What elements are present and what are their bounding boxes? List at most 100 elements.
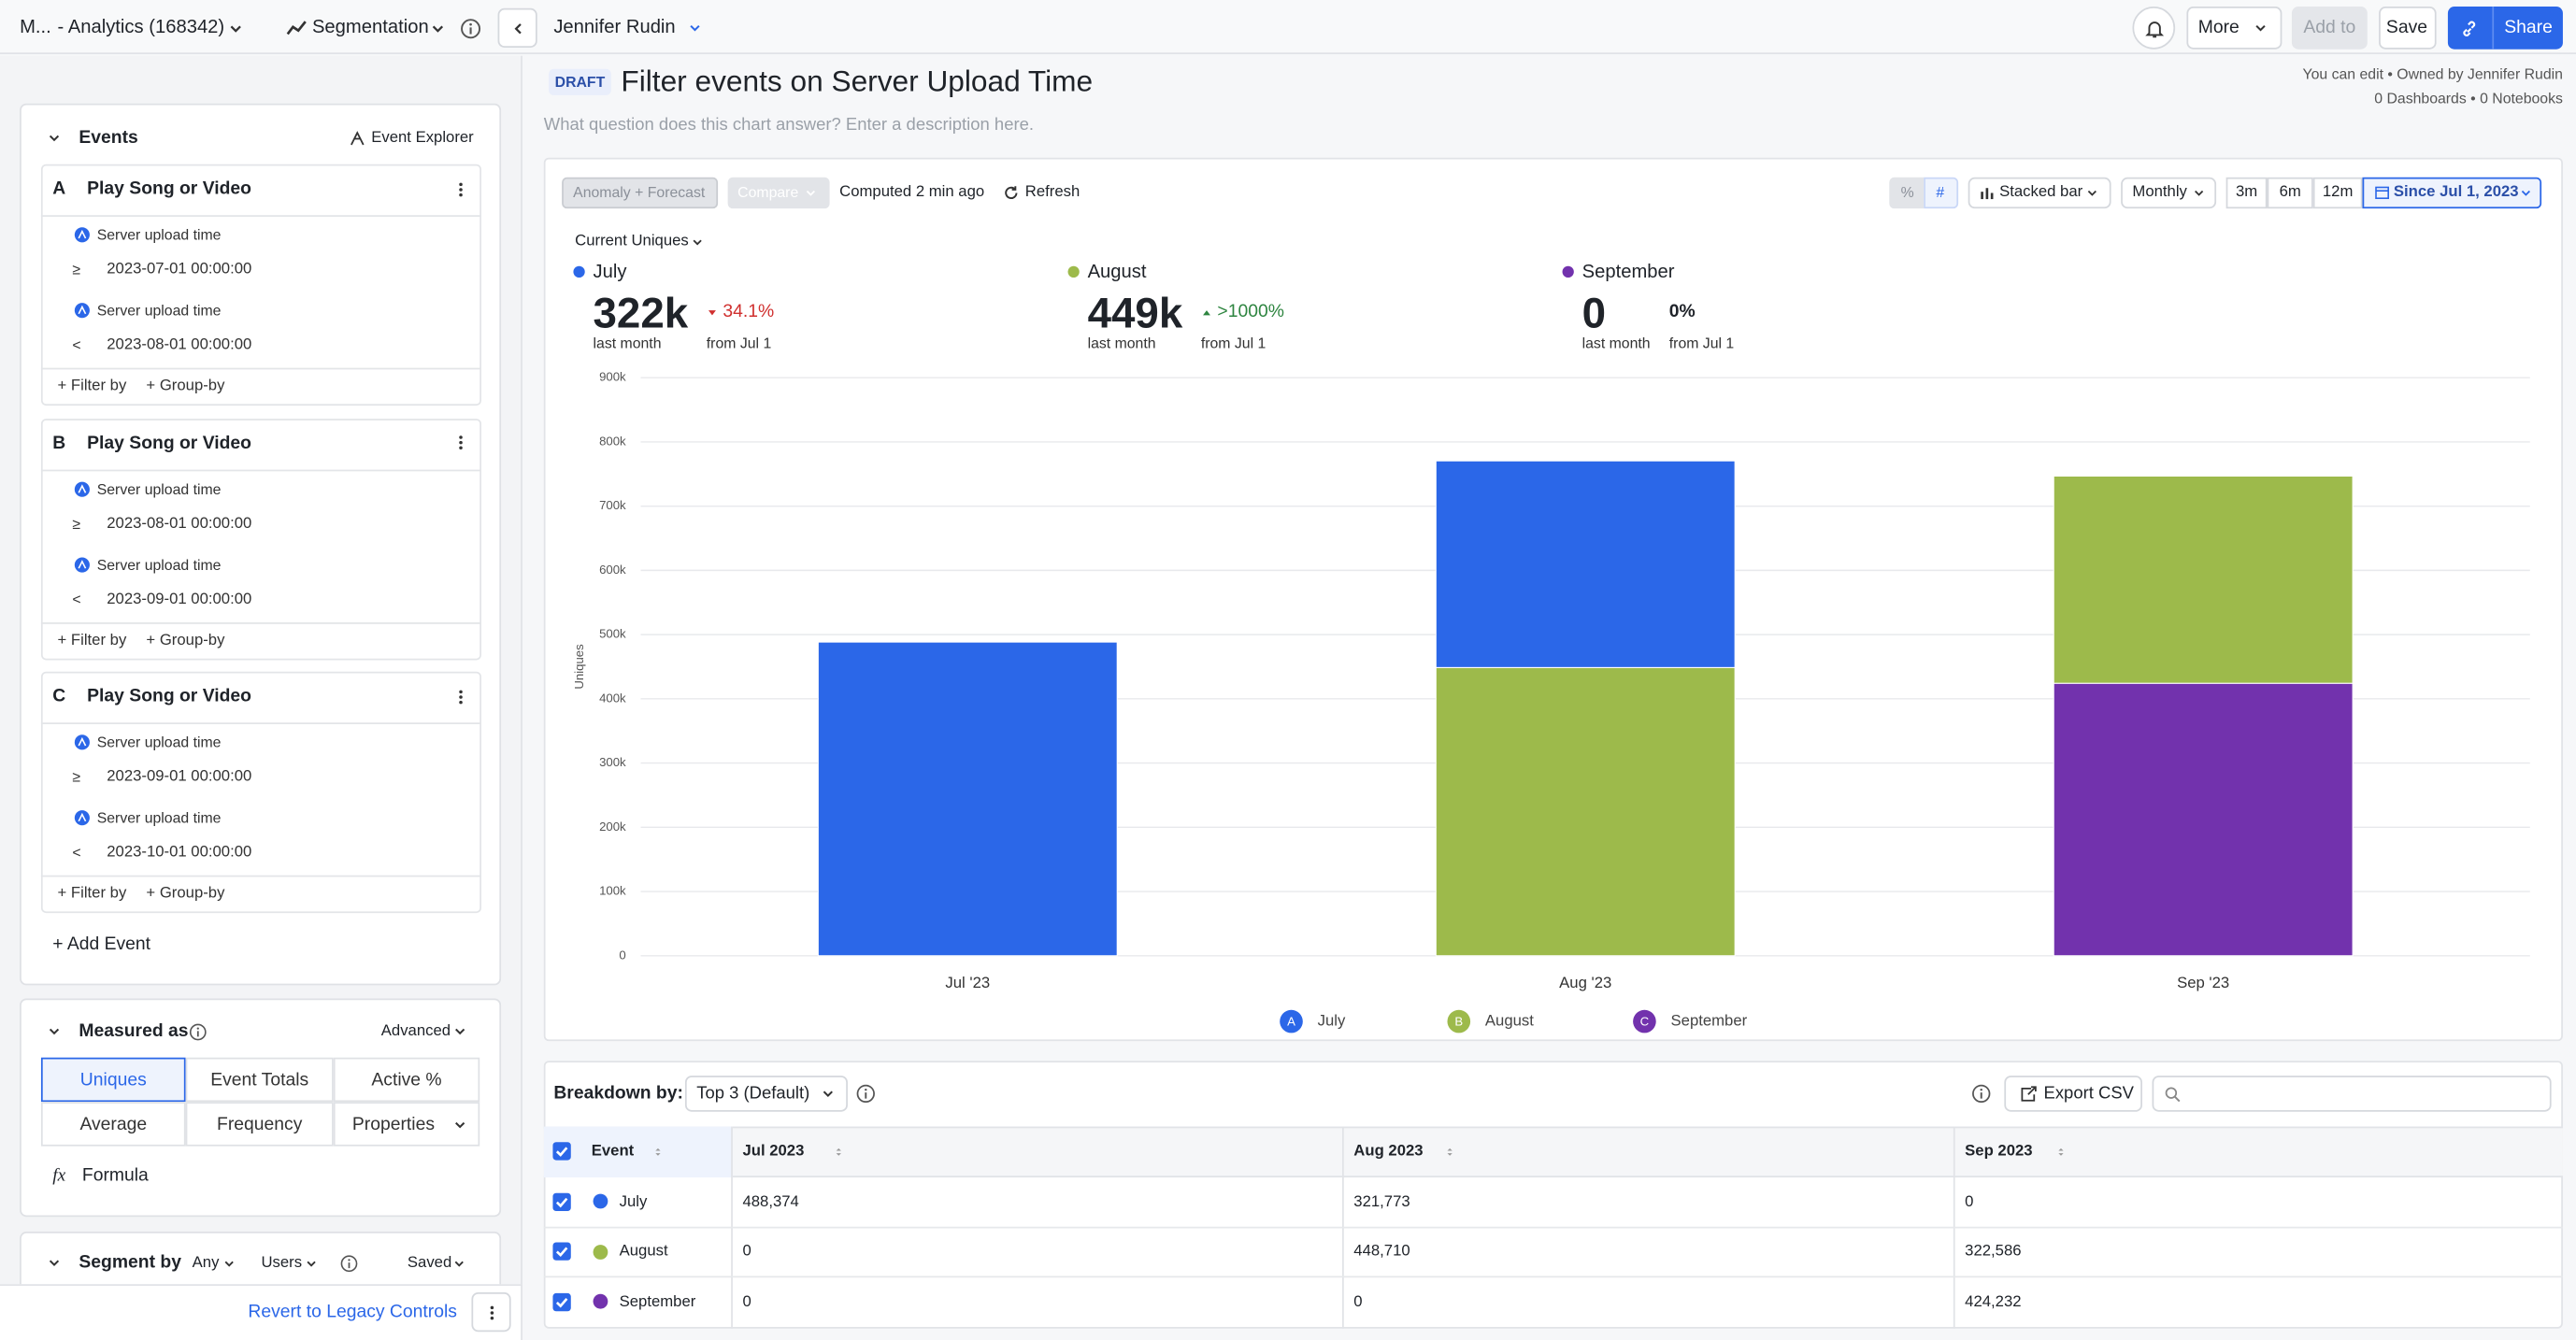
filter-value[interactable]: 2023-08-01 00:00:00 <box>107 514 252 533</box>
event-action[interactable]: + Filter by <box>57 884 127 903</box>
chart-kind[interactable]: Segmentation <box>311 18 429 38</box>
summary-name: September <box>1581 263 1675 283</box>
filter-property[interactable]: Server upload time <box>96 734 222 751</box>
icon-part <box>74 303 90 319</box>
chart-style-label: Stacked bar <box>1999 182 2083 202</box>
icon-refresh <box>1004 185 1017 199</box>
table-header <box>543 1126 2563 1178</box>
filter-value[interactable]: 2023-07-01 00:00:00 <box>107 260 252 278</box>
icon-part <box>468 21 472 25</box>
icon-export <box>2020 1085 2036 1101</box>
icon-chev <box>455 1120 465 1128</box>
summary-dot <box>1067 265 1080 278</box>
column-header[interactable]: Jul 2023 <box>742 1142 805 1161</box>
event-action[interactable]: + Filter by <box>57 377 127 395</box>
icon-chev <box>692 238 701 245</box>
owner-name[interactable]: Jennifer Rudin <box>553 18 676 38</box>
filter-property[interactable]: Server upload time <box>96 809 222 826</box>
event-name[interactable]: Play Song or Video <box>87 178 252 199</box>
chart-description[interactable]: What question does this chart answer? En… <box>543 115 1035 135</box>
filter-value[interactable]: 2023-08-01 00:00:00 <box>107 335 252 354</box>
project-name[interactable]: M... <box>20 18 51 38</box>
measure-option[interactable] <box>185 1057 334 1103</box>
icon-check <box>552 1242 571 1261</box>
event-action[interactable]: + Group-by <box>146 377 225 395</box>
range-button[interactable] <box>2312 177 2363 209</box>
share-button[interactable] <box>2447 7 2563 50</box>
event-action[interactable]: + Group-by <box>146 630 225 649</box>
row-dot <box>593 1293 608 1309</box>
measure-option-label: Uniques <box>79 1069 147 1091</box>
search-input[interactable] <box>2152 1076 2552 1112</box>
filter-property[interactable]: Server upload time <box>96 480 222 497</box>
row-dot <box>593 1193 608 1209</box>
filter-value[interactable]: 2023-10-01 00:00:00 <box>107 843 252 862</box>
summary-change: >1000% <box>1217 302 1284 322</box>
range-button[interactable] <box>2267 177 2313 209</box>
analytics-project[interactable]: - Analytics (168342) <box>57 18 225 38</box>
measure-option[interactable] <box>333 1057 480 1103</box>
event-name[interactable]: Play Song or Video <box>87 686 252 706</box>
x-tick-label: Sep '23 <box>2177 974 2229 991</box>
events-title: Events <box>79 128 138 149</box>
column-header[interactable]: Aug 2023 <box>1353 1142 1424 1161</box>
segment-scope[interactable]: Any <box>192 1253 220 1273</box>
filter-property[interactable]: Server upload time <box>96 555 222 573</box>
segment-entity[interactable]: Users <box>261 1253 303 1273</box>
icon-part <box>458 694 462 698</box>
event-card-divider <box>40 722 481 724</box>
collapse-button[interactable] <box>497 7 537 48</box>
compare-label: Compare <box>737 183 799 201</box>
legend-letter: C <box>1640 1014 1650 1028</box>
event-explorer[interactable]: Event Explorer <box>371 128 474 148</box>
breakdown-select[interactable] <box>684 1076 848 1112</box>
filter-value[interactable]: 2023-09-01 00:00:00 <box>107 767 252 786</box>
filter-property[interactable]: Server upload time <box>96 302 222 319</box>
measure-option[interactable] <box>40 1102 186 1147</box>
icon-part <box>2164 1086 2177 1098</box>
more-button[interactable] <box>2186 7 2283 50</box>
add-to-button[interactable] <box>2291 7 2368 50</box>
y-tick-label: 500k <box>599 627 626 641</box>
event-action[interactable]: + Group-by <box>146 884 225 903</box>
metric-select[interactable]: Current Uniques <box>575 232 689 250</box>
measure-option[interactable] <box>333 1102 480 1147</box>
chart-title[interactable]: Filter events on Server Upload Time <box>621 64 1094 98</box>
revert-link[interactable]: Revert to Legacy Controls <box>248 1302 457 1322</box>
icon-part <box>865 1088 867 1091</box>
compare-button[interactable] <box>727 177 830 209</box>
notifications-button[interactable] <box>2132 7 2176 50</box>
add-event[interactable]: + Add Event <box>52 934 151 955</box>
anomaly-button[interactable] <box>562 177 719 209</box>
event-action[interactable]: + Filter by <box>57 630 127 649</box>
column-header[interactable]: Sep 2023 <box>1965 1142 2033 1161</box>
measure-option[interactable] <box>40 1057 186 1103</box>
save-button[interactable] <box>2379 7 2437 50</box>
icon-part <box>708 309 716 315</box>
since-button[interactable] <box>2362 177 2542 209</box>
icon-part <box>195 1026 199 1029</box>
percent-toggle[interactable] <box>1889 177 1925 209</box>
y-tick-label: 400k <box>599 691 626 705</box>
icon-part <box>552 1242 571 1261</box>
event-name[interactable]: Play Song or Video <box>87 433 252 453</box>
filter-property[interactable]: Server upload time <box>96 226 222 244</box>
measure-option[interactable] <box>185 1102 334 1147</box>
icon-part <box>74 480 90 496</box>
icon-part <box>555 1196 568 1207</box>
permissions: You can edit • Owned by Jennifer Rudin <box>2302 65 2563 82</box>
percent-label: % <box>1900 183 1914 201</box>
refresh-button[interactable]: Refresh <box>1024 182 1080 202</box>
icon-part <box>552 1292 571 1311</box>
x-tick-label: Aug '23 <box>1559 974 1611 991</box>
count-toggle[interactable] <box>1924 177 1959 209</box>
icon-part <box>2057 1147 2063 1155</box>
icon-part <box>1989 192 1993 199</box>
formula[interactable]: Formula <box>81 1165 149 1186</box>
column-header[interactable]: Event <box>591 1142 635 1161</box>
range-button[interactable] <box>2225 177 2268 209</box>
segment-saved[interactable]: Saved <box>407 1253 452 1273</box>
filter-operator: ≥ <box>72 768 81 786</box>
measured-mode[interactable]: Advanced <box>380 1021 451 1041</box>
filter-value[interactable]: 2023-09-01 00:00:00 <box>107 589 252 608</box>
